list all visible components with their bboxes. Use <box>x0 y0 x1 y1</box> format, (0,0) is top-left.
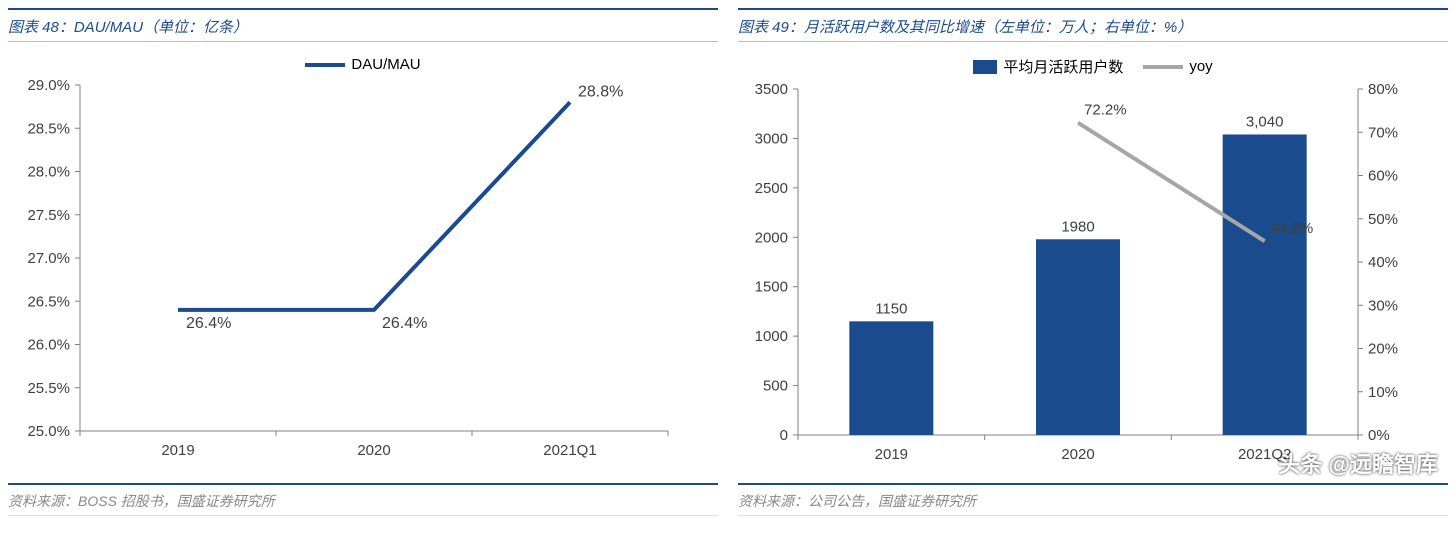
svg-text:1500: 1500 <box>755 279 788 296</box>
chart-title-right: 图表 49：月活跃用户数及其同比增速（左单位：万人；右单位：%） <box>738 8 1448 42</box>
svg-text:44.8%: 44.8% <box>1271 220 1314 237</box>
chart-area-left: DAU/MAU 25.0% 25.5% 26.0% 26.5% 27.0% 27.5% 28… <box>8 42 718 483</box>
chart-panel-right: 图表 49：月活跃用户数及其同比增速（左单位：万人；右单位：%） 平均月活跃用户… <box>738 8 1448 516</box>
legend-bar-label: 平均月活跃用户数 <box>1003 56 1123 77</box>
chart-title-left: 图表 48：DAU/MAU（单位：亿条） <box>8 8 718 42</box>
legend-line-icon <box>1143 65 1183 69</box>
svg-text:2021Q1: 2021Q1 <box>543 442 596 459</box>
chart-source-left: 资料来源：BOSS 招股书，国盛证券研究所 <box>8 483 718 516</box>
svg-text:40%: 40% <box>1368 254 1398 271</box>
svg-text:28.8%: 28.8% <box>578 83 623 100</box>
svg-text:3500: 3500 <box>755 81 788 98</box>
svg-text:1980: 1980 <box>1061 218 1094 235</box>
legend-series-label: DAU/MAU <box>351 56 420 73</box>
svg-text:28.0%: 28.0% <box>27 164 70 181</box>
svg-text:25.5%: 25.5% <box>27 380 70 397</box>
svg-text:25.0%: 25.0% <box>27 423 70 440</box>
svg-text:70%: 70% <box>1368 124 1398 141</box>
svg-text:26.4%: 26.4% <box>382 315 427 332</box>
svg-text:29.0%: 29.0% <box>27 77 70 94</box>
svg-text:60%: 60% <box>1368 168 1398 185</box>
svg-text:27.5%: 27.5% <box>27 207 70 224</box>
svg-text:2021Q2: 2021Q2 <box>1238 446 1291 463</box>
legend-right: 平均月活跃用户数 yoy <box>738 50 1448 79</box>
legend-line-label: yoy <box>1189 58 1212 75</box>
svg-text:10%: 10% <box>1368 384 1398 401</box>
svg-text:0%: 0% <box>1368 427 1390 444</box>
svg-text:2500: 2500 <box>755 180 788 197</box>
chart-source-right: 资料来源：公司公告，国盛证券研究所 <box>738 483 1448 516</box>
svg-text:2019: 2019 <box>875 446 908 463</box>
svg-text:26.5%: 26.5% <box>27 293 70 310</box>
svg-text:3,040: 3,040 <box>1246 113 1284 130</box>
svg-text:30%: 30% <box>1368 297 1398 314</box>
svg-text:500: 500 <box>763 378 788 395</box>
svg-text:2019: 2019 <box>161 442 194 459</box>
svg-text:1000: 1000 <box>755 328 788 345</box>
svg-text:27.0%: 27.0% <box>27 250 70 267</box>
svg-text:2020: 2020 <box>1061 446 1094 463</box>
line-chart: 25.0% 25.5% 26.0% 26.5% 27.0% 27.5% 28.0% 28.5%… <box>8 75 688 475</box>
svg-text:72.2%: 72.2% <box>1084 102 1127 119</box>
svg-text:26.0%: 26.0% <box>27 337 70 354</box>
svg-text:0: 0 <box>780 427 788 444</box>
legend-box-icon <box>973 60 997 74</box>
legend-line-icon <box>305 63 345 67</box>
svg-text:1150: 1150 <box>875 300 907 317</box>
svg-text:3000: 3000 <box>755 130 788 147</box>
svg-text:20%: 20% <box>1368 341 1398 358</box>
svg-text:26.4%: 26.4% <box>186 315 231 332</box>
svg-text:2000: 2000 <box>755 229 788 246</box>
legend-left: DAU/MAU <box>8 50 718 75</box>
chart-area-right: 平均月活跃用户数 yoy 0 500 1000 1500 2000 2500 3000 350… <box>738 42 1448 483</box>
svg-text:50%: 50% <box>1368 211 1398 228</box>
svg-text:2020: 2020 <box>357 442 390 459</box>
svg-text:80%: 80% <box>1368 81 1398 98</box>
bar-line-chart: 0 500 1000 1500 2000 2500 3000 3500 0% 10% 20% 30% 4… <box>738 79 1418 479</box>
svg-text:28.5%: 28.5% <box>27 120 70 137</box>
chart-panel-left: 图表 48：DAU/MAU（单位：亿条） DAU/MAU 25.0%25.5%2… <box>8 8 718 516</box>
